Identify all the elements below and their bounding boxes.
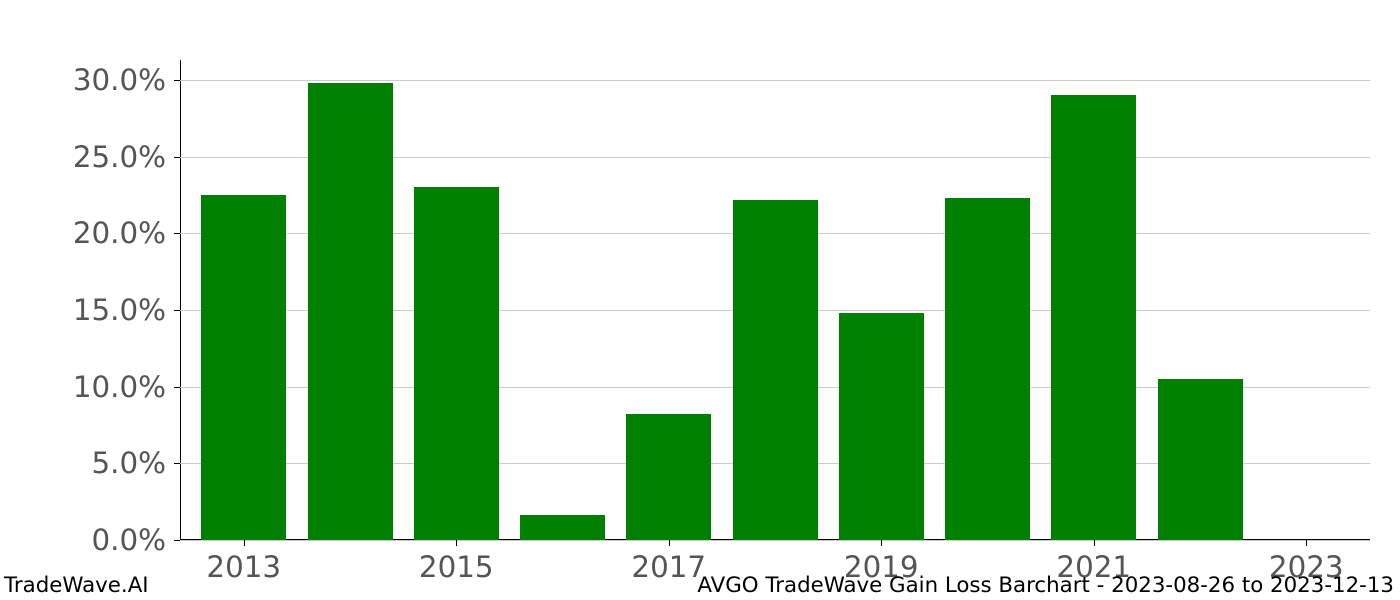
y-tick-label: 0.0%: [91, 523, 180, 557]
y-tick-label: 25.0%: [73, 140, 180, 174]
x-tick-label: 2017: [631, 540, 706, 584]
y-gridline: [180, 80, 1370, 81]
x-tick-label: 2013: [206, 540, 281, 584]
x-tick-label: 2015: [419, 540, 494, 584]
bar: [1158, 379, 1243, 540]
y-tick-label: 20.0%: [73, 216, 180, 250]
y-tick-label: 15.0%: [73, 293, 180, 327]
bar: [733, 200, 818, 540]
chart-container: 0.0% 5.0% 10.0% 15.0% 20.0% 25.0% 30.0% 2013 201…: [0, 0, 1400, 600]
y-tick-label: 30.0%: [73, 63, 180, 97]
bar: [201, 195, 286, 540]
bar: [520, 515, 605, 540]
bar: [945, 198, 1030, 540]
y-tick-label: 5.0%: [91, 446, 180, 480]
footer-right-text: AVGO TradeWave Gain Loss Barchart - 2023…: [697, 573, 1394, 598]
y-axis-spine: [180, 60, 181, 540]
y-tick-label: 10.0%: [73, 370, 180, 404]
bar: [1051, 95, 1136, 540]
plot-area: 0.0%5.0%10.0%15.0%20.0%25.0%30.0%2013201…: [180, 60, 1370, 540]
bar: [414, 187, 499, 540]
bar: [839, 313, 924, 540]
bar: [308, 83, 393, 540]
y-gridline: [180, 540, 1370, 541]
bar: [626, 414, 711, 540]
footer-left-text: TradeWave.AI: [4, 573, 149, 598]
